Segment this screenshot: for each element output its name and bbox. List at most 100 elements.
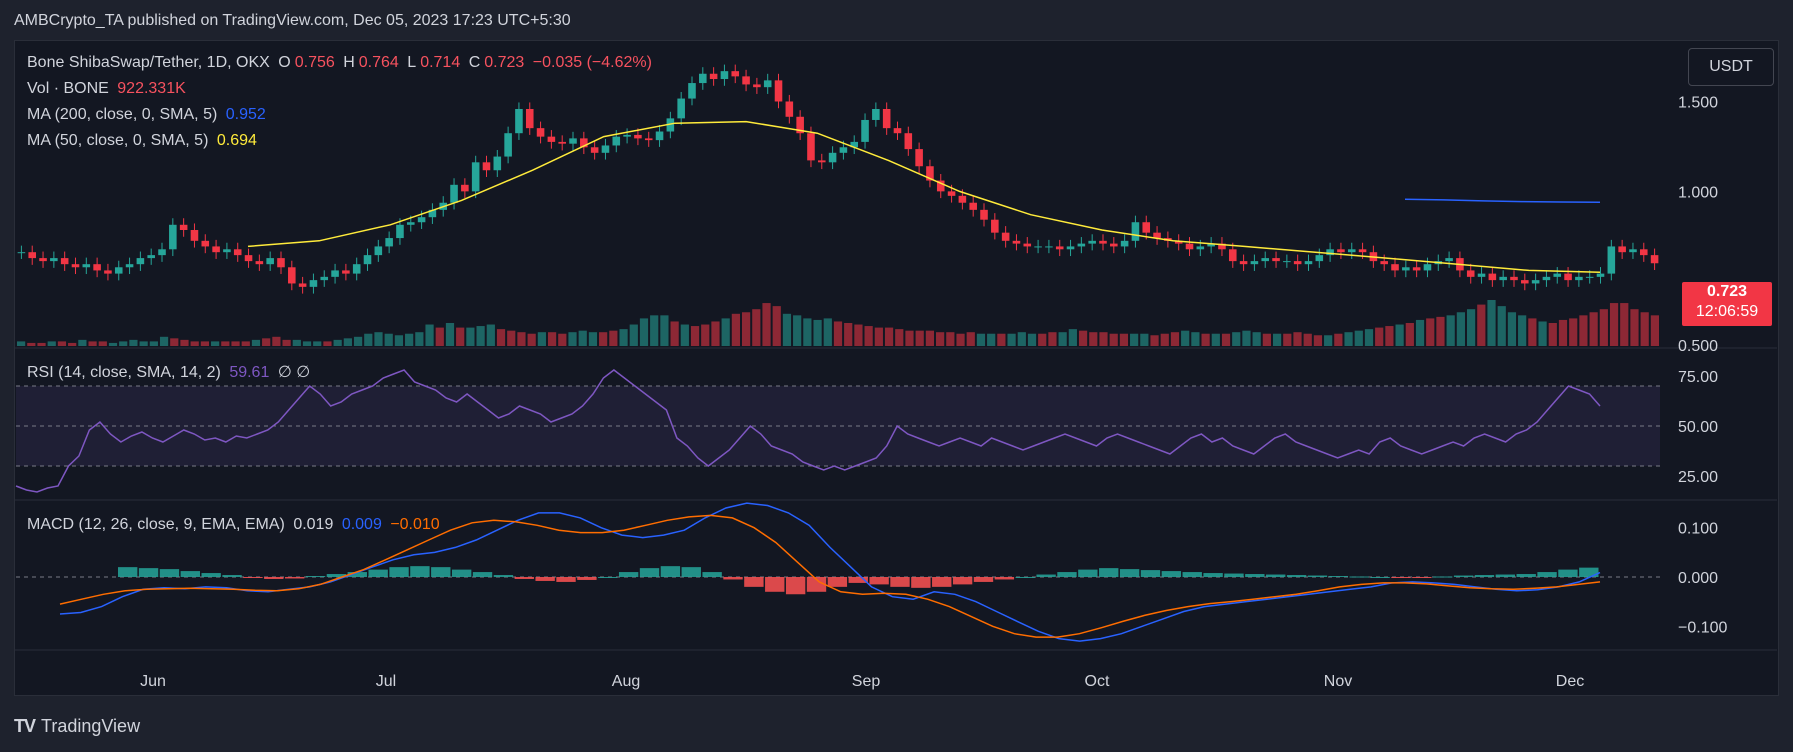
candle: [352, 264, 361, 274]
candle: [731, 71, 740, 77]
macd-histogram-bar: [1224, 573, 1244, 577]
macd-histogram-bar: [681, 567, 701, 577]
candle: [1499, 276, 1507, 281]
candle: [742, 76, 750, 85]
rsi-legend: RSI (14, close, SMA, 14, 2) 59.61 ∅ ∅: [27, 362, 314, 382]
currency-button[interactable]: USDT: [1688, 48, 1774, 86]
volume-bar: [27, 342, 36, 346]
volume-bar: [1497, 306, 1506, 346]
candle: [71, 264, 80, 268]
macd-histogram-bar: [723, 577, 743, 580]
candle: [428, 209, 437, 218]
volume-bar: [139, 341, 148, 346]
high-label: H: [343, 54, 355, 71]
volume-bar: [466, 327, 475, 346]
volume-bar: [37, 342, 46, 346]
candle: [1521, 280, 1529, 284]
candle: [1337, 249, 1345, 253]
candle: [255, 261, 264, 265]
candle: [753, 84, 761, 88]
volume-bar: [690, 326, 700, 346]
macd-histogram-bar: [514, 577, 534, 579]
candle: [1272, 258, 1280, 262]
close-value: 0.723: [484, 54, 525, 71]
candle: [342, 270, 350, 274]
candle: [1575, 276, 1583, 281]
volume-bar: [364, 333, 373, 346]
candle: [179, 224, 188, 231]
candle: [1088, 240, 1096, 244]
volume-bar: [1640, 312, 1649, 346]
candle: [569, 138, 577, 144]
macd-histogram-bar: [744, 577, 764, 587]
macd-histogram-bar: [1370, 577, 1390, 578]
ma200-label[interactable]: MA (200, close, 0, SMA, 5): [27, 106, 218, 123]
volume-bar: [415, 332, 424, 346]
volume-bar: [1191, 332, 1200, 346]
candle: [1001, 232, 1010, 241]
macd-histogram-bar: [827, 577, 848, 587]
candle: [580, 138, 588, 148]
macd-histogram-bar: [1245, 574, 1265, 577]
volume-bar: [1599, 309, 1608, 346]
volume-value: 922.331K: [117, 80, 186, 97]
volume-bar: [159, 336, 169, 346]
candle: [1347, 249, 1356, 253]
volume-bar: [1313, 335, 1323, 346]
volume-bar: [1507, 312, 1517, 346]
bar-countdown: 12:06:59: [1695, 303, 1759, 320]
rsi-band: [16, 386, 1660, 466]
volume-bar: [353, 336, 363, 346]
volume-bar: [905, 330, 914, 346]
macd-label[interactable]: MACD (12, 26, close, 9, EMA, EMA): [27, 516, 285, 533]
candle: [1110, 243, 1118, 247]
tradingview-brand[interactable]: TV TradingView: [14, 716, 140, 737]
time-axis-tick: Aug: [612, 673, 640, 690]
volume-bar: [1027, 333, 1037, 346]
rsi-label[interactable]: RSI (14, close, SMA, 14, 2): [27, 364, 221, 381]
volume-bar: [1518, 315, 1527, 346]
candle: [1412, 267, 1421, 271]
volume-bar: [1160, 333, 1169, 346]
ma50-label[interactable]: MA (50, close, 0, SMA, 5): [27, 132, 209, 149]
macd-histogram-bar: [305, 576, 326, 578]
candle: [201, 240, 210, 247]
macd-histogram-bar: [410, 566, 430, 577]
volume-bar: [282, 339, 291, 346]
volume-bar: [1630, 309, 1639, 346]
candle: [1055, 246, 1064, 250]
volume-label[interactable]: Vol · BONE: [27, 80, 109, 97]
volume-bar: [558, 333, 567, 346]
volume-bar: [374, 332, 383, 346]
macd-histogram-bar: [952, 577, 973, 585]
volume-bar: [1375, 327, 1384, 346]
macd-histogram-bar: [1474, 575, 1495, 577]
volume-bar: [98, 341, 107, 346]
signal-line: [59, 514, 1601, 638]
time-axis-tick: Jul: [376, 673, 396, 690]
volume-bar: [670, 321, 679, 346]
macd-histogram-bar: [1307, 575, 1328, 577]
macd-histogram-bar: [639, 568, 660, 577]
macd-histogram-bar: [431, 567, 451, 577]
candle: [1542, 276, 1551, 281]
macd-histogram-bar: [1412, 577, 1432, 578]
time-axis-tick: Jun: [140, 673, 166, 690]
candle: [104, 270, 112, 274]
volume-bar: [884, 327, 894, 346]
volume-bar: [997, 333, 1006, 346]
volume-bar: [1048, 332, 1057, 346]
macd-histogram-bar: [1558, 569, 1578, 577]
volume-bar: [874, 327, 883, 346]
symbol-label[interactable]: Bone ShibaSwap/Tether, 1D, OKX: [27, 54, 270, 71]
macd-histogram-bar: [326, 574, 347, 577]
macd-histogram-bar: [472, 572, 493, 577]
rsi-axis-tick: 75.00: [1678, 369, 1718, 386]
macd-histogram-bar: [535, 577, 555, 581]
volume-bar: [1650, 315, 1659, 346]
volume-bar: [946, 332, 955, 346]
candle: [1045, 246, 1053, 248]
volume-bar: [1324, 335, 1333, 346]
volume-bar: [517, 332, 526, 346]
